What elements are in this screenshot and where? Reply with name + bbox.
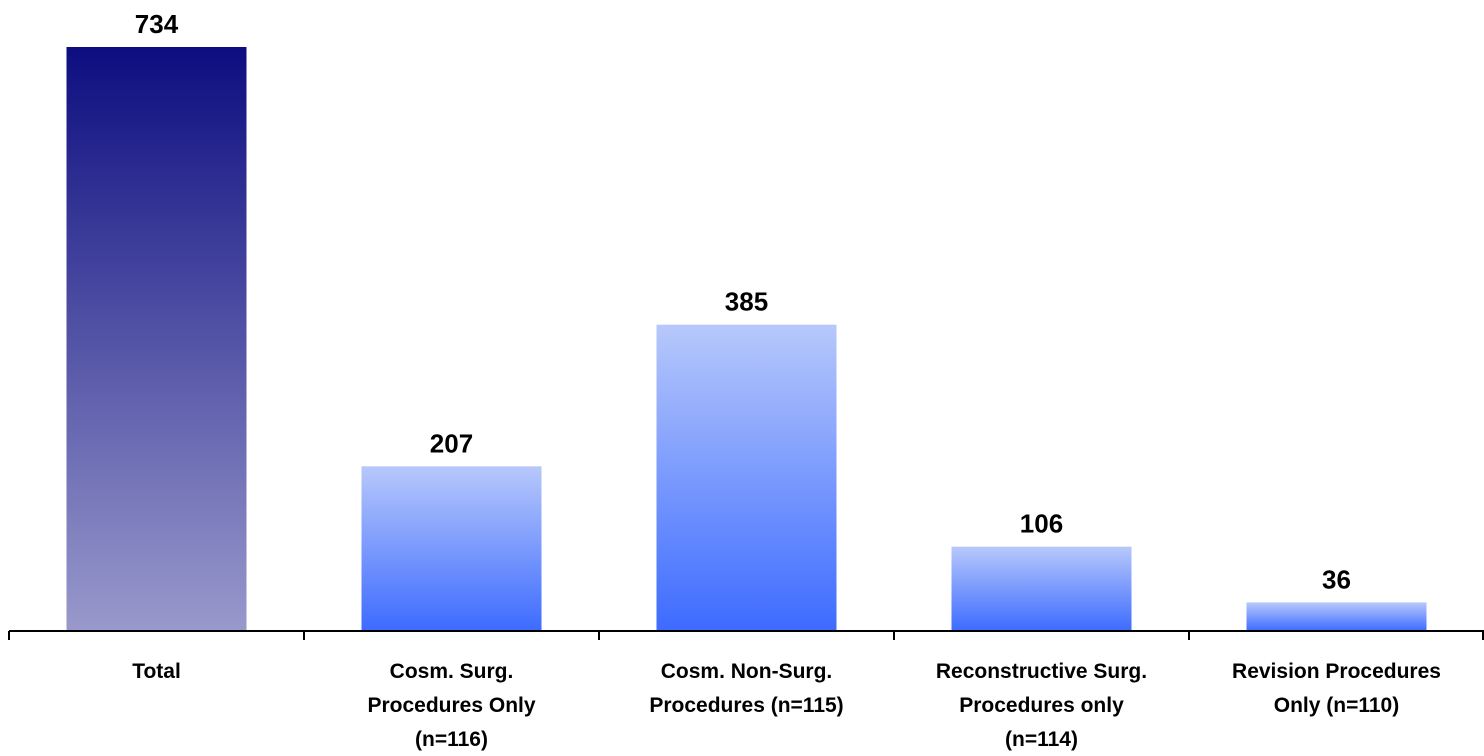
category-tick-label-line: (n=116)	[415, 728, 488, 751]
data-label: 734	[135, 9, 179, 39]
bar	[66, 47, 247, 631]
data-label: 385	[725, 287, 768, 317]
category-labels-group: Total Cosm. Surg. Procedures Only (n=116)Co…	[132, 660, 1441, 751]
category-tick-label: Reconstructive Surg. Procedures only (n=11…	[936, 660, 1147, 751]
category-tick-label-line: Procedures (n=115)	[649, 694, 843, 717]
category-tick-label: Revision Procedures Only (n=110)	[1232, 660, 1441, 717]
bar	[951, 546, 1132, 631]
category-tick-label: Cosm. Surg. Procedures Only (n=116)	[367, 660, 535, 751]
value-labels-group: 734 207 385 106 36	[135, 9, 1351, 594]
category-tick-label-line: (n=114)	[1005, 728, 1078, 751]
category-tick-label: Total	[132, 660, 181, 683]
category-tick-label-line: Procedures Only	[367, 694, 535, 717]
data-label: 36	[1322, 564, 1351, 594]
category-tick-label-line: Procedures only	[959, 694, 1124, 717]
data-label: 106	[1020, 509, 1063, 539]
x-axis	[8, 630, 1484, 640]
bars-group	[66, 47, 1427, 631]
data-label: 207	[430, 428, 473, 458]
category-tick-label-line: Cosm. Non-Surg.	[661, 660, 833, 683]
category-tick-label-line: Reconstructive Surg.	[936, 660, 1147, 683]
category-tick-label-line: Total	[132, 660, 181, 683]
category-tick-label-line: Only (n=110)	[1274, 694, 1399, 717]
category-tick-label: Cosm. Non-Surg. Procedures (n=115)	[649, 660, 843, 717]
bar	[656, 324, 837, 631]
bar	[1246, 602, 1427, 631]
category-tick-label-line: Revision Procedures	[1232, 660, 1441, 683]
bar	[361, 466, 542, 631]
category-tick-label-line: Cosm. Surg.	[390, 660, 514, 683]
